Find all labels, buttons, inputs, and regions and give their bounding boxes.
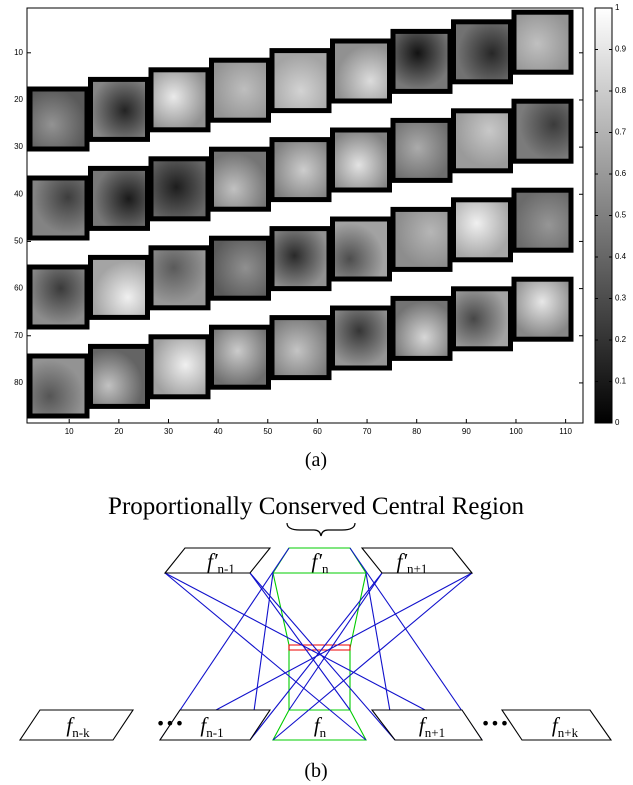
y-tick-label: 10 — [14, 48, 23, 57]
tile — [212, 238, 269, 298]
colorbar-label: 0.5 — [615, 211, 627, 220]
tile — [91, 79, 148, 139]
tile — [393, 31, 450, 91]
tile — [454, 111, 511, 171]
tile — [30, 178, 87, 238]
x-tick-label: 40 — [214, 427, 223, 436]
colorbar-label: 0.3 — [615, 294, 627, 303]
tile — [272, 51, 329, 111]
frame-label: f′n — [312, 549, 329, 576]
frame-label-sub: n-1 — [218, 561, 235, 576]
x-tick-label: 30 — [164, 427, 173, 436]
tile — [514, 190, 571, 250]
y-tick-label: 70 — [14, 331, 23, 340]
colorbar-label: 1 — [615, 3, 620, 12]
y-tick-label: 20 — [14, 95, 23, 104]
frame-label-base: f′ — [397, 549, 408, 573]
tile — [212, 327, 269, 387]
tile — [91, 168, 148, 228]
x-tick-label: 100 — [509, 427, 523, 436]
central-region — [289, 645, 350, 650]
caption-a: (a) — [305, 449, 327, 471]
colorbar-label: 0.4 — [615, 252, 627, 261]
colorbar-label: 0.1 — [615, 377, 627, 386]
green-line — [273, 573, 289, 710]
projection-lines — [20, 548, 611, 740]
tile — [333, 41, 390, 101]
caption-b: (b) — [304, 760, 327, 782]
figure: (a) Proportionally Conserved Central Reg… — [0, 0, 633, 785]
tile — [393, 298, 450, 358]
tile — [212, 149, 269, 209]
tile — [514, 12, 571, 72]
colorbar-label: 0.6 — [615, 169, 627, 178]
tile — [91, 257, 148, 317]
frame-label-sub: n+1 — [425, 725, 445, 740]
y-tick-label: 30 — [14, 142, 23, 151]
tile — [151, 337, 208, 397]
x-tick-label: 70 — [363, 427, 372, 436]
x-tick-label: 10 — [65, 427, 74, 436]
tile — [514, 279, 571, 339]
tile — [91, 346, 148, 406]
x-tick-label: 50 — [263, 427, 272, 436]
tile — [514, 101, 571, 161]
x-tick-label: 80 — [412, 427, 421, 436]
x-tick-label: 110 — [559, 427, 572, 436]
tile — [151, 159, 208, 219]
tile — [454, 289, 511, 349]
y-tick-label: 60 — [14, 284, 23, 293]
tile — [151, 248, 208, 308]
frame-label-sub: n — [322, 561, 329, 576]
y-tick-label: 80 — [14, 378, 23, 387]
frame-label-sub: n+k — [558, 725, 579, 740]
ellipsis: ••• — [156, 714, 184, 733]
colorbar-label: 0.7 — [615, 128, 627, 137]
frame-label-sub: n+1 — [407, 561, 427, 576]
x-tick-label: 90 — [462, 427, 471, 436]
tile — [454, 200, 511, 260]
colorbar-label: 0.2 — [615, 335, 627, 344]
colorbar-label: 0.9 — [615, 45, 627, 54]
frame-label-sub: n-k — [72, 725, 90, 740]
tile — [272, 318, 329, 378]
frame-label-sub: n-1 — [206, 725, 223, 740]
x-tick-label: 20 — [114, 427, 123, 436]
tile — [333, 308, 390, 368]
y-tick-label: 50 — [14, 237, 23, 246]
y-tick-label: 40 — [14, 189, 23, 198]
frame-label-base: f′ — [207, 549, 218, 573]
frame-label-sub: n — [320, 725, 327, 740]
tile — [393, 209, 450, 269]
tile — [151, 70, 208, 130]
x-tick-label: 60 — [313, 427, 322, 436]
tile — [212, 60, 269, 120]
colorbar-label: 0 — [615, 418, 620, 427]
green-line — [350, 573, 366, 710]
ellipsis: ••• — [481, 714, 509, 733]
tile — [30, 267, 87, 327]
frame-label-base: f′ — [312, 549, 323, 573]
tile — [272, 229, 329, 289]
tile — [454, 22, 511, 82]
tile — [30, 89, 87, 149]
tile — [393, 120, 450, 180]
colorbar-label: 0.8 — [615, 86, 627, 95]
tile — [272, 140, 329, 200]
brace — [287, 523, 355, 536]
frame-label: fn — [314, 713, 327, 740]
tile — [333, 219, 390, 279]
diagram-title: Proportionally Conserved Central Region — [108, 493, 524, 520]
tile — [333, 130, 390, 190]
tile — [30, 356, 87, 416]
